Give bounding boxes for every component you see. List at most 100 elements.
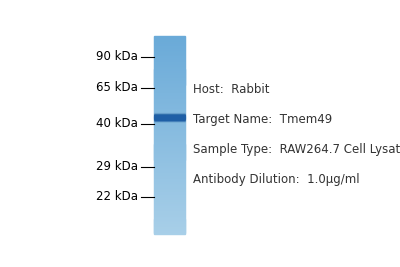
Bar [154, 116, 185, 117]
Bar [154, 152, 185, 154]
Text: 65 kDa: 65 kDa [96, 81, 138, 94]
Bar [154, 105, 185, 106]
Bar [154, 185, 185, 186]
Bar [154, 128, 185, 129]
Bar [154, 217, 185, 218]
Bar [154, 46, 185, 47]
Bar [154, 42, 185, 43]
Bar [154, 83, 185, 85]
Bar [154, 98, 185, 99]
Bar [154, 143, 185, 144]
Bar [154, 104, 185, 105]
Bar [154, 92, 185, 93]
Bar [154, 53, 185, 54]
Bar [154, 221, 185, 223]
Bar [154, 79, 185, 81]
Bar [154, 143, 185, 145]
Bar [154, 207, 185, 208]
Bar [154, 102, 185, 103]
Bar [154, 138, 185, 139]
Bar [154, 127, 185, 128]
Bar [154, 193, 185, 194]
Bar [154, 199, 185, 200]
Bar [154, 203, 185, 204]
Bar [154, 170, 185, 171]
Bar [154, 131, 185, 132]
Bar [154, 173, 185, 174]
Bar [154, 112, 185, 113]
Bar [154, 114, 185, 115]
Bar [154, 99, 185, 100]
Bar [154, 150, 185, 152]
Bar [154, 168, 185, 169]
Bar [154, 38, 185, 39]
Bar [154, 108, 185, 109]
Bar [154, 130, 185, 131]
Bar [154, 192, 185, 193]
Bar [154, 49, 185, 50]
Bar [154, 118, 185, 119]
Bar [154, 176, 185, 177]
Bar [154, 134, 185, 135]
Bar [154, 75, 185, 77]
Bar [154, 142, 185, 143]
Bar [154, 97, 185, 98]
Bar [154, 69, 185, 70]
Bar [154, 148, 185, 150]
Bar [154, 119, 185, 120]
Bar [154, 125, 185, 126]
Bar [154, 153, 185, 155]
Text: Host:  Rabbit: Host: Rabbit [193, 83, 269, 96]
Bar [154, 123, 185, 124]
Bar [154, 172, 185, 173]
Bar [154, 82, 185, 84]
Bar [154, 228, 185, 230]
Bar [154, 165, 185, 166]
Bar [154, 90, 185, 91]
Bar [154, 225, 185, 227]
Bar [154, 89, 185, 91]
Bar [154, 174, 185, 175]
Bar [154, 85, 185, 87]
Bar [154, 60, 185, 61]
Text: Antibody Dilution:  1.0µg/ml: Antibody Dilution: 1.0µg/ml [193, 172, 359, 186]
Bar [154, 122, 185, 123]
Bar [154, 103, 185, 104]
Bar [154, 43, 185, 44]
Bar [154, 198, 185, 199]
Bar [154, 204, 185, 205]
Bar [154, 84, 185, 85]
Text: 90 kDa: 90 kDa [96, 50, 138, 63]
Bar [154, 86, 185, 88]
Bar [154, 222, 185, 224]
Bar [154, 135, 185, 136]
Bar [154, 195, 185, 196]
Bar [154, 66, 185, 67]
Bar [154, 81, 185, 83]
Bar [154, 161, 185, 162]
Bar [154, 80, 185, 81]
Bar [154, 196, 185, 197]
Bar [154, 117, 185, 118]
Bar [154, 184, 185, 185]
Bar [154, 39, 185, 40]
Bar [154, 45, 185, 46]
Bar [154, 94, 185, 95]
Bar [154, 110, 185, 111]
Text: Sample Type:  RAW264.7 Cell Lysate: Sample Type: RAW264.7 Cell Lysate [193, 143, 400, 156]
Bar [154, 96, 185, 97]
Bar [154, 101, 185, 102]
Bar [154, 227, 185, 229]
Bar [154, 190, 185, 191]
Bar [154, 41, 185, 42]
Bar [154, 93, 185, 94]
Bar [154, 64, 185, 65]
Bar [154, 147, 185, 149]
Bar [154, 137, 185, 138]
Bar [154, 213, 185, 214]
Bar [154, 231, 185, 233]
Bar [154, 229, 185, 231]
Bar [154, 150, 185, 151]
Bar [154, 72, 185, 73]
Bar [154, 78, 185, 80]
